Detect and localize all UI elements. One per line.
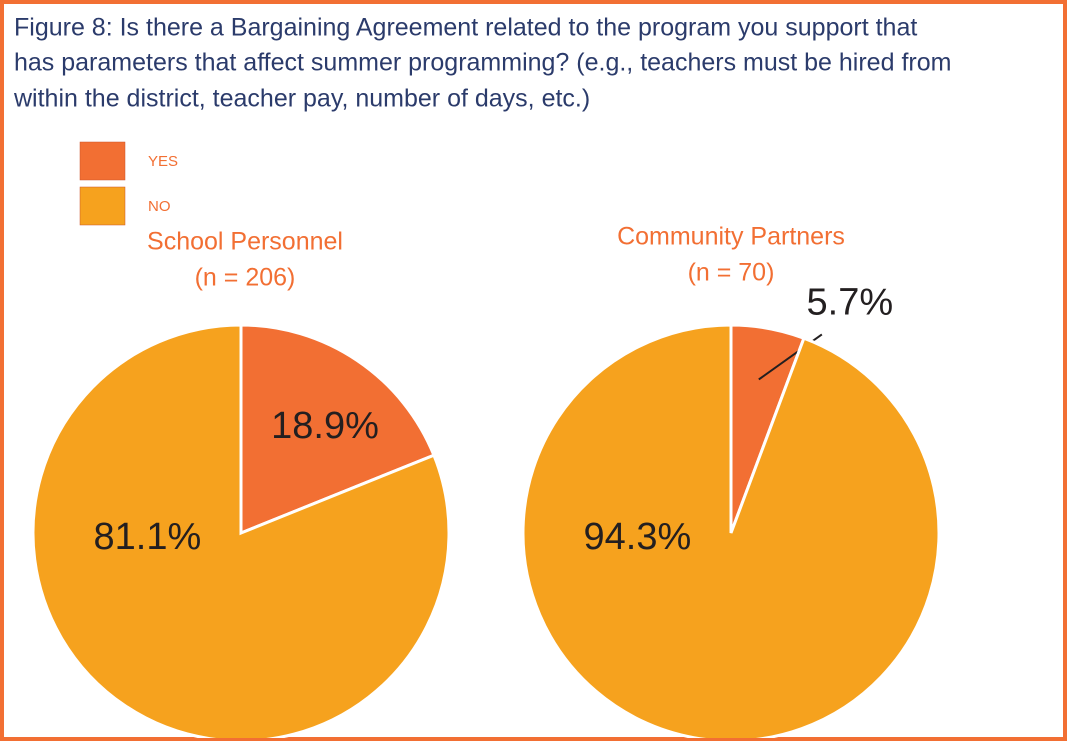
- legend-label: YES: [148, 153, 178, 170]
- pie-slice: [521, 323, 941, 738]
- data-label: 81.1%: [94, 516, 202, 558]
- pie-slice: [31, 323, 451, 738]
- legend-swatch: [79, 186, 126, 226]
- plots: [31, 323, 941, 738]
- title-line: within the district, teacher pay, number…: [13, 85, 590, 113]
- legend-label: NO: [148, 198, 171, 215]
- legend-swatch: [79, 141, 126, 181]
- title-line: Figure 8: Is there a Bargaining Agreemen…: [14, 14, 917, 42]
- pie-title: School Personnel: [147, 228, 343, 256]
- pie-title: Community Partners: [617, 223, 845, 251]
- data-label: 18.9%: [271, 405, 379, 447]
- data-label: 5.7%: [807, 281, 894, 323]
- title-line: has parameters that affect summer progra…: [14, 49, 951, 77]
- pie-subtitle: (n = 206): [195, 264, 296, 292]
- data-label: 94.3%: [584, 516, 692, 558]
- pie-slice: [239, 323, 436, 536]
- pie-subtitle: (n = 70): [688, 259, 775, 287]
